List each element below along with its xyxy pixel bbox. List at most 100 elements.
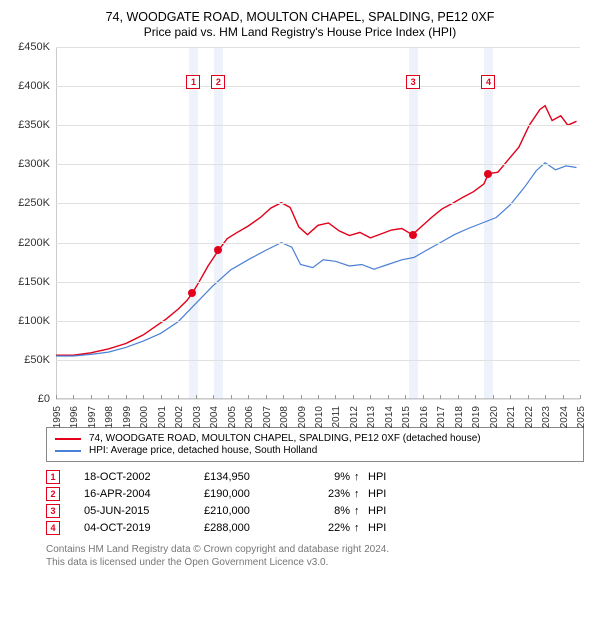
x-tick — [458, 395, 459, 399]
sales-hpi-label: HPI — [368, 488, 408, 500]
x-tick — [370, 395, 371, 399]
sales-price: £190,000 — [204, 488, 304, 500]
x-axis-label: 2015 — [401, 406, 412, 428]
x-tick — [318, 395, 319, 399]
x-tick — [405, 395, 406, 399]
y-gridline — [56, 203, 580, 204]
sales-arrow-icon: ↑ — [354, 505, 368, 517]
x-tick — [335, 395, 336, 399]
sale-marker-box: 2 — [211, 75, 225, 89]
legend-swatch — [55, 450, 81, 452]
x-axis-label: 2004 — [209, 406, 220, 428]
x-axis-label: 2021 — [506, 406, 517, 428]
x-tick — [283, 395, 284, 399]
x-tick — [528, 395, 529, 399]
sales-row: 305-JUN-2015£210,0008%↑HPI — [46, 504, 584, 518]
x-axis-label: 2007 — [262, 406, 273, 428]
sales-date: 04-OCT-2019 — [84, 522, 204, 534]
y-gridline — [56, 86, 580, 87]
sales-date: 18-OCT-2002 — [84, 471, 204, 483]
x-axis-label: 2000 — [139, 406, 150, 428]
sales-row: 216-APR-2004£190,00023%↑HPI — [46, 487, 584, 501]
x-axis-label: 2014 — [384, 406, 395, 428]
x-tick — [493, 395, 494, 399]
footer-line-2: This data is licensed under the Open Gov… — [46, 556, 584, 569]
x-axis-label: 1997 — [87, 406, 98, 428]
sale-marker-box: 1 — [186, 75, 200, 89]
x-tick — [301, 395, 302, 399]
sales-date: 16-APR-2004 — [84, 488, 204, 500]
x-tick — [248, 395, 249, 399]
x-axis-label: 2009 — [297, 406, 308, 428]
chart-plot-area: £0£50K£100K£150K£200K£250K£300K£350K£400… — [56, 47, 580, 417]
x-axis-label: 1996 — [69, 406, 80, 428]
series-property — [56, 106, 577, 356]
y-gridline — [56, 399, 580, 400]
x-tick — [388, 395, 389, 399]
sales-price: £134,950 — [204, 471, 304, 483]
y-gridline — [56, 321, 580, 322]
y-gridline — [56, 125, 580, 126]
x-tick — [231, 395, 232, 399]
sales-price: £210,000 — [204, 505, 304, 517]
y-axis-label: £0 — [38, 393, 56, 405]
y-gridline — [56, 360, 580, 361]
x-axis-label: 1995 — [52, 406, 63, 428]
sales-row-marker: 3 — [46, 504, 60, 518]
x-axis-label: 2003 — [192, 406, 203, 428]
sales-row-marker: 4 — [46, 521, 60, 535]
y-axis-label: £400K — [18, 80, 56, 92]
legend-row: 74, WOODGATE ROAD, MOULTON CHAPEL, SPALD… — [55, 433, 575, 444]
x-tick — [196, 395, 197, 399]
x-tick — [56, 395, 57, 399]
x-tick — [580, 395, 581, 399]
x-tick — [545, 395, 546, 399]
x-axis-label: 2006 — [244, 406, 255, 428]
sales-pct: 22% — [304, 522, 354, 534]
sales-hpi-label: HPI — [368, 505, 408, 517]
legend-swatch — [55, 438, 81, 440]
y-gridline — [56, 243, 580, 244]
sales-row: 118-OCT-2002£134,9509%↑HPI — [46, 470, 584, 484]
x-axis-label: 2017 — [436, 406, 447, 428]
x-axis-label: 2016 — [419, 406, 430, 428]
y-axis-label: £350K — [18, 119, 56, 131]
sale-marker-dot — [484, 170, 492, 178]
chart-footer: Contains HM Land Registry data © Crown c… — [46, 543, 584, 569]
x-axis-label: 2002 — [174, 406, 185, 428]
x-tick — [353, 395, 354, 399]
chart-svg — [56, 47, 580, 399]
x-axis-label: 1999 — [122, 406, 133, 428]
x-axis-label: 2022 — [524, 406, 535, 428]
sales-hpi-label: HPI — [368, 522, 408, 534]
legend-row: HPI: Average price, detached house, Sout… — [55, 445, 575, 456]
series-hpi — [56, 163, 577, 356]
sales-pct: 8% — [304, 505, 354, 517]
sale-marker-box: 3 — [406, 75, 420, 89]
sale-marker-dot — [188, 289, 196, 297]
y-axis-label: £50K — [24, 354, 56, 366]
x-axis-label: 1998 — [104, 406, 115, 428]
x-tick — [423, 395, 424, 399]
chart-title-line1: 74, WOODGATE ROAD, MOULTON CHAPEL, SPALD… — [10, 10, 590, 24]
x-tick — [161, 395, 162, 399]
sales-hpi-label: HPI — [368, 471, 408, 483]
sales-table: 118-OCT-2002£134,9509%↑HPI 2 16-APR-2004£1… — [46, 470, 584, 535]
y-axis-label: £250K — [18, 197, 56, 209]
y-axis-label: £150K — [18, 276, 56, 288]
x-axis-label: 2020 — [489, 406, 500, 428]
sale-marker-box: 4 — [481, 75, 495, 89]
legend-label: 74, WOODGATE ROAD, MOULTON CHAPEL, SPALD… — [89, 433, 481, 444]
sales-row-marker: 2 — [46, 487, 60, 501]
sales-pct: 9% — [304, 471, 354, 483]
x-tick — [91, 395, 92, 399]
y-axis-label: £450K — [18, 41, 56, 53]
x-axis-label: 2018 — [454, 406, 465, 428]
x-axis-label: 2023 — [541, 406, 552, 428]
y-axis-label: £300K — [18, 158, 56, 170]
x-tick — [73, 395, 74, 399]
legend-label: HPI: Average price, detached house, Sout… — [89, 445, 317, 456]
x-tick — [178, 395, 179, 399]
x-axis-label: 2012 — [349, 406, 360, 428]
x-tick — [143, 395, 144, 399]
